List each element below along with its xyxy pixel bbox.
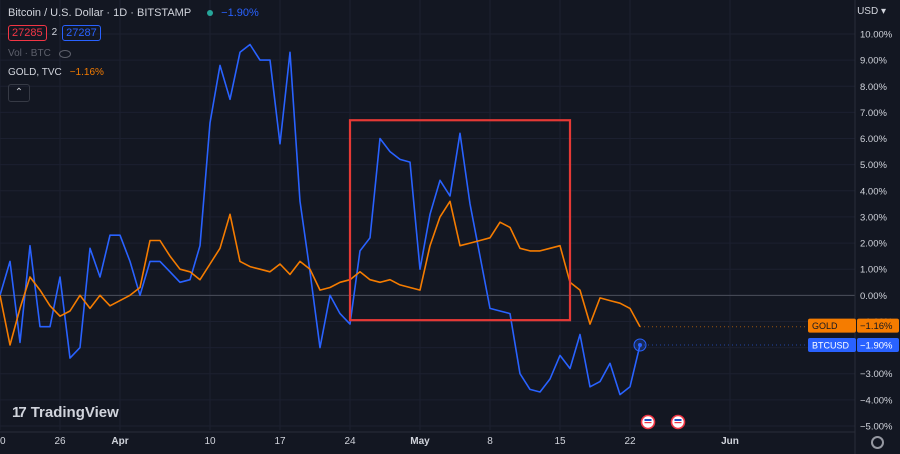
x-tick-label: 22 <box>624 436 636 447</box>
tradingview-logo-icon: 17 <box>12 404 27 421</box>
chevron-up-icon: ⌃ <box>14 87 24 98</box>
tradingview-logo[interactable]: 17 TradingView <box>12 404 119 421</box>
series-line-btcusd[interactable] <box>0 43 641 396</box>
price-row: 27285 2 27287 <box>8 25 259 41</box>
settings-icon[interactable] <box>871 436 884 449</box>
y-tick-label: 6.00% <box>860 134 887 145</box>
series-line-gold[interactable] <box>0 200 641 346</box>
logo-text: TradingView <box>30 404 119 421</box>
flag-stripe <box>674 419 682 421</box>
x-tick-label: May <box>410 436 430 447</box>
x-tick-label: 10 <box>204 436 216 447</box>
flag-stripe <box>644 422 652 424</box>
last-point-dot <box>638 342 642 347</box>
currency-selector[interactable]: USD ▾ <box>857 6 886 17</box>
btc-badge-label-bg <box>808 337 856 352</box>
main-series-row[interactable]: Bitcoin / U.S. Dollar · 1D · BITSTAMP −1… <box>8 6 259 20</box>
gold-badge-label: GOLD <box>812 321 838 331</box>
y-tick-label: 7.00% <box>860 108 887 119</box>
market-open-dot <box>207 10 214 16</box>
y-tick-label: 3.00% <box>860 212 887 223</box>
y-tick-label: 1.00% <box>860 265 887 276</box>
y-tick-label: 0.00% <box>860 291 887 302</box>
gold-change: −1.16% <box>69 67 104 78</box>
collapse-legend-button[interactable]: ⌃ <box>8 84 30 102</box>
gold-badge-value-bg <box>857 318 899 333</box>
volume-label: Vol · BTC <box>8 48 51 59</box>
btc-change: −1.90% <box>221 7 259 19</box>
y-tick-label: 10.00% <box>860 30 893 41</box>
btc-badge-value-bg <box>857 337 899 352</box>
btc-badge-label: BTCUSD <box>812 340 850 350</box>
currency-label: USD <box>857 6 879 17</box>
gold-series-row[interactable]: GOLD, TVC −1.16% <box>8 66 259 80</box>
eye-icon[interactable] <box>58 50 71 58</box>
y-tick-label: 8.00% <box>860 82 887 93</box>
x-tick-label: 20 <box>0 436 6 447</box>
btc-badge-value: −1.90% <box>860 340 893 351</box>
x-tick-label: Apr <box>111 436 128 447</box>
x-tick-label: 24 <box>344 436 356 447</box>
y-tick-label: −5.00% <box>860 422 893 433</box>
bid-price[interactable]: 27285 <box>8 25 47 41</box>
gold-badge-value: −1.16% <box>860 321 893 332</box>
x-tick-label: 8 <box>487 436 493 447</box>
chart-legend: Bitcoin / U.S. Dollar · 1D · BITSTAMP −1… <box>8 6 259 102</box>
highlight-rectangle[interactable] <box>348 119 572 322</box>
gold-badge-label-bg <box>808 318 856 333</box>
gold-label: GOLD, TVC <box>8 67 62 78</box>
volume-row[interactable]: Vol · BTC <box>8 47 259 61</box>
series-title: Bitcoin / U.S. Dollar · 1D · BITSTAMP <box>8 7 192 19</box>
x-tick-label: 26 <box>54 436 66 447</box>
x-tick-label: 17 <box>274 436 286 447</box>
y-tick-label: 9.00% <box>860 56 887 67</box>
y-tick-label: 2.00% <box>860 239 887 250</box>
y-tick-label: −3.00% <box>860 369 893 380</box>
x-tick-label: 15 <box>554 436 566 447</box>
ask-price[interactable]: 27287 <box>62 25 101 41</box>
chevron-down-icon: ▾ <box>880 6 886 17</box>
flag-stripe <box>644 419 652 421</box>
y-tick-label: −4.00% <box>860 395 893 406</box>
flag-stripe <box>674 422 682 424</box>
y-tick-label: 4.00% <box>860 186 887 197</box>
y-tick-label: 5.00% <box>860 160 887 171</box>
spread-value: 2 <box>51 27 58 38</box>
x-tick-label: Jun <box>721 436 739 447</box>
